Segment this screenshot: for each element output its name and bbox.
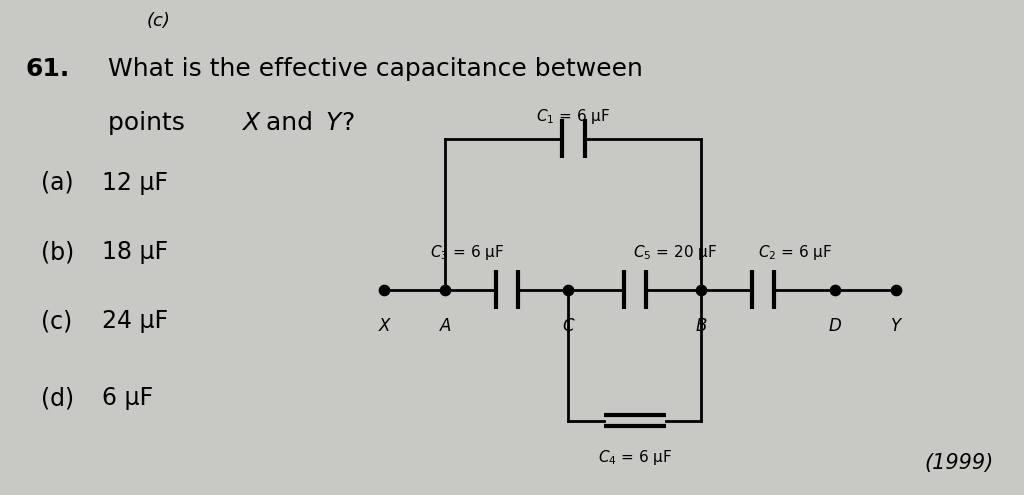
Text: points: points	[108, 111, 193, 135]
Text: (a): (a)	[41, 171, 74, 195]
Text: B: B	[695, 317, 708, 335]
Point	[693, 286, 710, 294]
Text: $C_4$ = 6 μF: $C_4$ = 6 μF	[598, 448, 672, 467]
Text: $C_2$ = 6 μF: $C_2$ = 6 μF	[758, 244, 833, 262]
Text: Y: Y	[326, 111, 341, 135]
Text: (c): (c)	[146, 12, 171, 30]
Text: What is the effective capacitance between: What is the effective capacitance betwee…	[108, 57, 642, 81]
Point	[437, 286, 454, 294]
Text: 12 μF: 12 μF	[102, 171, 168, 195]
Text: D: D	[828, 317, 841, 335]
Text: X: X	[242, 111, 259, 135]
Point	[560, 286, 577, 294]
Text: 61.: 61.	[26, 57, 70, 81]
Text: (b): (b)	[41, 240, 74, 264]
Point	[888, 286, 904, 294]
Text: 18 μF: 18 μF	[102, 240, 169, 264]
Text: $C_3$ = 6 μF: $C_3$ = 6 μF	[430, 244, 505, 262]
Text: X: X	[378, 317, 390, 335]
Text: C: C	[562, 317, 574, 335]
Point	[826, 286, 843, 294]
Point	[376, 286, 392, 294]
Text: (c): (c)	[41, 309, 73, 333]
Text: (d): (d)	[41, 386, 74, 410]
Text: and: and	[258, 111, 322, 135]
Text: $C_1$ = 6 μF: $C_1$ = 6 μF	[537, 107, 610, 126]
Text: A: A	[439, 317, 452, 335]
Text: Y: Y	[891, 317, 901, 335]
Text: 6 μF: 6 μF	[102, 386, 154, 410]
Text: 24 μF: 24 μF	[102, 309, 169, 333]
Text: (1999): (1999)	[924, 453, 993, 473]
Text: ?: ?	[341, 111, 354, 135]
Text: $C_5$ = 20 μF: $C_5$ = 20 μF	[633, 244, 717, 262]
